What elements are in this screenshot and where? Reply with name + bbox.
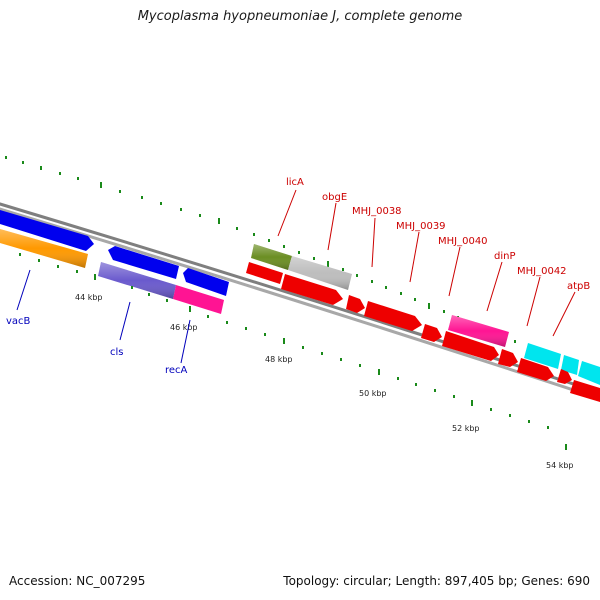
feature-blue-1	[0, 210, 94, 251]
feature-red-3	[346, 295, 365, 313]
forward-strand-features	[251, 244, 600, 385]
gene-label-MHJ_0042: MHJ_0042	[517, 266, 567, 277]
feature-red-8	[517, 358, 554, 381]
feature-red-2	[281, 274, 343, 305]
scale-label-50: 50 kbp	[359, 389, 387, 398]
scale-label-46: 46 kbp	[170, 323, 198, 332]
map-title: Mycoplasma hyopneumoniae J, complete gen…	[137, 9, 463, 24]
scale-label-52: 52 kbp	[452, 424, 480, 433]
feature-red-1	[246, 262, 283, 284]
genome-summary-text: Topology: circular; Length: 897,405 bp; …	[283, 574, 590, 588]
scale-label-54: 54 kbp	[546, 461, 574, 470]
reverse-strand-features	[0, 210, 229, 314]
accession-text: Accession: NC_007295	[9, 574, 146, 588]
feature-atp-3	[578, 361, 600, 385]
feature-blue-3	[183, 268, 229, 296]
gene-label-vacB: vacB	[6, 316, 31, 327]
scale-label-44: 44 kbp	[75, 293, 103, 302]
forward-gene-labels: licA obgE MHJ_0038 MHJ_0039 MHJ_0040 din…	[277, 177, 590, 337]
gene-label-recA: recA	[165, 365, 188, 376]
gene-label-atpB: atpB	[567, 281, 590, 292]
scale-labels: 44 kbp 46 kbp 48 kbp 50 kbp 52 kbp 54 kb…	[75, 293, 574, 470]
feature-red-4	[364, 301, 422, 331]
feature-recA	[173, 285, 224, 314]
feature-blue-2	[108, 246, 179, 279]
feature-red-9	[557, 369, 572, 384]
feature-red-10	[570, 380, 600, 402]
feature-atp-2	[561, 355, 579, 375]
feature-red-6	[442, 331, 499, 361]
feature-red-7	[498, 349, 518, 367]
feature-atp-1	[524, 343, 561, 369]
gene-label-licA: licA	[286, 177, 304, 188]
gene-label-cls: cls	[110, 347, 124, 358]
gene-label-MHJ_0040: MHJ_0040	[438, 236, 488, 247]
gene-label-MHJ_0038: MHJ_0038	[352, 206, 402, 217]
feature-red-5	[421, 324, 442, 342]
scale-label-48: 48 kbp	[265, 355, 293, 364]
gene-label-dinP: dinP	[494, 251, 516, 262]
inner-scale-ticks	[19, 253, 567, 450]
gene-label-MHJ_0039: MHJ_0039	[396, 221, 446, 232]
gene-label-obgE: obgE	[322, 192, 347, 203]
forward-red-genes	[246, 262, 600, 402]
reverse-gene-labels: vacB cls recA	[6, 269, 191, 376]
